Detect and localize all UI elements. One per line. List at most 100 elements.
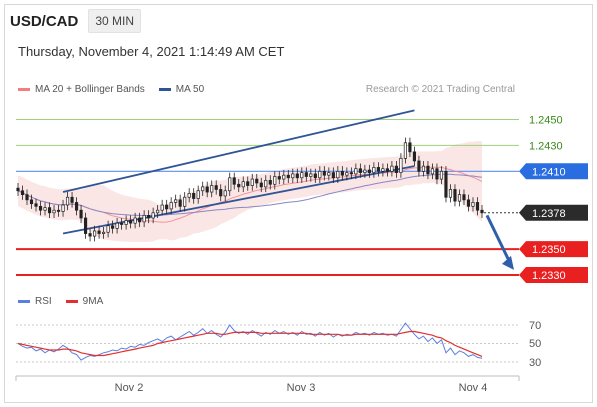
candle-body bbox=[210, 185, 214, 193]
candle-body bbox=[241, 181, 245, 188]
candle-body bbox=[178, 199, 182, 207]
candle-body bbox=[412, 151, 417, 162]
candle-body bbox=[133, 217, 137, 224]
rsi-ma-line bbox=[17, 330, 483, 357]
legend-9ma-label: 9MA bbox=[82, 296, 104, 307]
candle-body bbox=[25, 194, 29, 201]
candle-body bbox=[403, 142, 407, 159]
candle-body bbox=[349, 172, 353, 175]
candle-body bbox=[430, 168, 435, 175]
candle-body bbox=[138, 217, 142, 223]
candle-body bbox=[295, 173, 299, 179]
legend-ma50-label: MA 50 bbox=[175, 84, 205, 95]
candle-body bbox=[115, 222, 119, 229]
legend-rsi-label: RSI bbox=[35, 296, 52, 307]
target-badge bbox=[519, 267, 588, 284]
candle-body bbox=[219, 189, 223, 197]
last-price-label: 1.2378 bbox=[532, 208, 566, 220]
bollinger-bands bbox=[18, 141, 482, 243]
candle-body bbox=[120, 222, 124, 225]
target-label: 1.2330 bbox=[532, 270, 566, 282]
candle-body bbox=[282, 174, 286, 180]
candle-body bbox=[102, 231, 106, 234]
candle-body bbox=[16, 187, 20, 192]
pivot-badge bbox=[519, 163, 588, 180]
candle-body bbox=[93, 230, 97, 237]
candle-body bbox=[327, 172, 331, 176]
candle-body bbox=[381, 168, 385, 172]
pivot-label: 1.2410 bbox=[532, 166, 566, 178]
channel-upper-line bbox=[62, 109, 415, 193]
ma20-swatch-icon bbox=[18, 88, 30, 91]
price-badges: 1.2450 1.2430 1.2410 1.2378 1.2350 1.2330 bbox=[519, 114, 588, 284]
candle-body bbox=[43, 207, 47, 211]
candle-body bbox=[273, 176, 277, 185]
legend-ma50: MA 50 bbox=[158, 84, 205, 95]
chart-datetime: Thursday, November 4, 2021 1:14:49 AM CE… bbox=[18, 44, 285, 59]
candle-body bbox=[331, 172, 335, 179]
candle-body bbox=[340, 170, 344, 176]
x-tick-label: Nov 4 bbox=[459, 382, 488, 394]
candle-body bbox=[259, 182, 263, 188]
candle-body bbox=[277, 176, 281, 180]
candle-body bbox=[291, 173, 295, 179]
rsi-axis-label: 70 bbox=[529, 320, 541, 332]
candle-body bbox=[394, 165, 398, 173]
candle-body bbox=[313, 173, 317, 179]
candle-body bbox=[232, 177, 236, 185]
candle-body bbox=[300, 172, 304, 179]
candle-body bbox=[129, 220, 133, 224]
candle-body bbox=[363, 169, 367, 173]
ma50-swatch-icon bbox=[158, 88, 171, 91]
candle-body bbox=[408, 142, 412, 153]
candle-body bbox=[444, 170, 448, 198]
rsi-panel bbox=[16, 322, 519, 363]
candle-body bbox=[376, 167, 380, 172]
candle-body bbox=[205, 186, 209, 193]
candle-body bbox=[151, 212, 155, 219]
candle-body bbox=[192, 193, 196, 199]
candle-body bbox=[255, 178, 259, 184]
candlesticks bbox=[16, 137, 484, 242]
forecast-arrow-head bbox=[502, 255, 514, 270]
candle-body bbox=[318, 170, 322, 179]
candle-body bbox=[480, 209, 484, 214]
candle-body bbox=[426, 165, 430, 175]
candle-body bbox=[268, 180, 272, 185]
candle-body bbox=[165, 204, 169, 210]
candle-body bbox=[223, 190, 227, 197]
candle-body bbox=[471, 202, 475, 207]
candle-body bbox=[83, 217, 88, 234]
forecast-arrow-icon bbox=[485, 214, 514, 270]
legend-ma20-label: MA 20 + Bollinger Bands bbox=[35, 84, 145, 95]
candle-body bbox=[390, 165, 394, 172]
candle-body bbox=[61, 204, 65, 212]
candle-body bbox=[214, 185, 218, 190]
candle-body bbox=[38, 205, 43, 211]
candle-body bbox=[336, 170, 340, 179]
candle-body bbox=[399, 157, 403, 173]
bollinger-band-area bbox=[18, 141, 482, 243]
candle-body bbox=[439, 170, 444, 180]
timeframe-badge[interactable]: 30 MIN bbox=[88, 9, 142, 33]
candle-body bbox=[174, 199, 178, 203]
candle-body bbox=[74, 202, 79, 211]
candle-body bbox=[354, 168, 358, 175]
candle-body bbox=[264, 180, 268, 188]
candle-body bbox=[97, 230, 101, 234]
rsi-ma-swatch-icon bbox=[65, 300, 78, 303]
candle-body bbox=[304, 172, 308, 177]
candle-body bbox=[448, 189, 453, 198]
candle-body bbox=[160, 204, 164, 211]
rsi-axis-label: 30 bbox=[529, 357, 541, 369]
x-tick-label: Nov 2 bbox=[115, 382, 144, 394]
candle-body bbox=[34, 203, 38, 207]
last-price-badge bbox=[519, 204, 588, 221]
symbol-title: USD/CAD bbox=[10, 12, 79, 30]
candle-body bbox=[20, 190, 25, 195]
rsi-legend: RSI 9MA bbox=[18, 296, 117, 307]
candle-body bbox=[322, 170, 326, 176]
candle-body bbox=[466, 199, 471, 207]
candle-body bbox=[142, 215, 146, 223]
